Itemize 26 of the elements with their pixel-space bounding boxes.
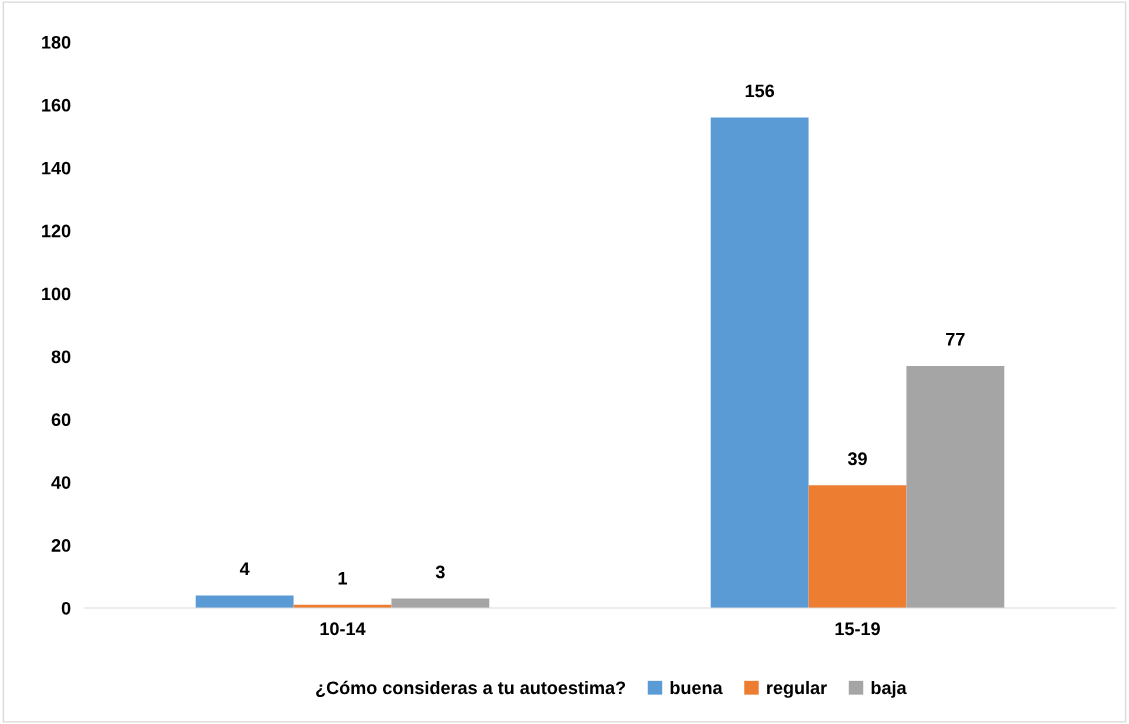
y-tick-label: 180 [42,35,71,49]
data-label: 156 [745,84,775,98]
y-tick-label: 120 [42,224,71,238]
legend-title: ¿Cómo consideras a tu autoestima? [316,680,626,698]
y-tick-label: 60 [51,413,71,427]
y-tick-label: 140 [42,161,71,175]
x-tick-label: 10-14 [320,622,366,636]
data-label: 77 [946,333,965,346]
bar [710,117,809,608]
data-label: 1 [338,572,348,585]
legend-label: buena [670,680,723,695]
y-tick-label: 80 [51,350,71,364]
y-tick-label: 40 [51,476,71,489]
x-tick-label: 15-19 [835,622,880,636]
data-label: 4 [239,562,250,576]
bar [808,485,907,608]
y-tick-label: 0 [61,601,71,615]
legend-label: baja [871,680,907,698]
data-label: 39 [847,452,867,466]
data-label: 3 [435,565,445,579]
y-tick-label: 20 [51,539,71,552]
bar [195,595,294,608]
legend-label: regular [767,680,827,698]
y-tick-label: 100 [42,287,71,301]
bar [906,365,1005,608]
y-tick-label: 160 [42,98,71,112]
